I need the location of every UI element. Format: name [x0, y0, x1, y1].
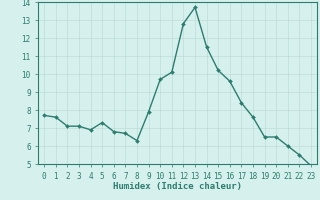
- X-axis label: Humidex (Indice chaleur): Humidex (Indice chaleur): [113, 182, 242, 191]
